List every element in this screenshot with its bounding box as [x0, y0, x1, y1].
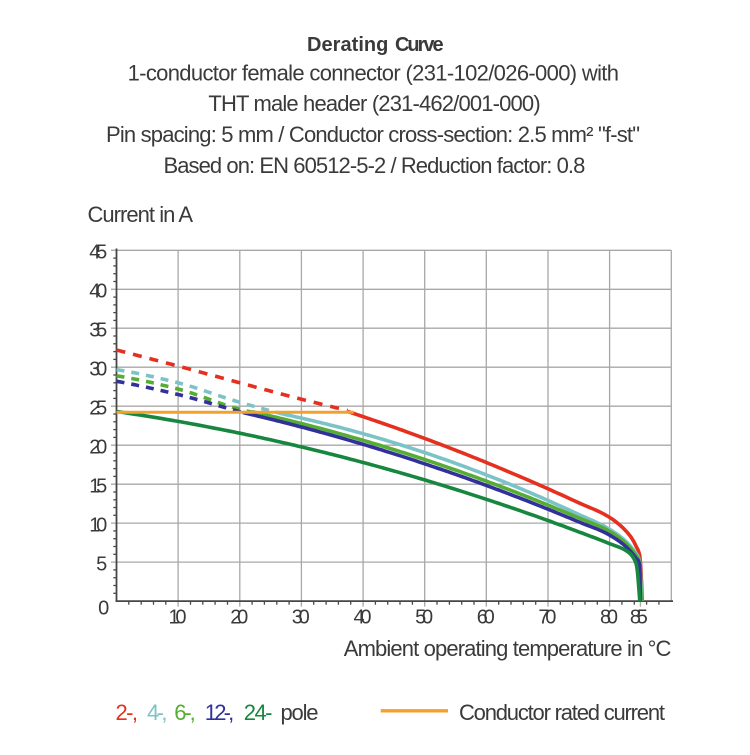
svg-text:85: 85	[630, 607, 649, 629]
svg-text:Conductor rated current: Conductor rated current	[459, 700, 665, 725]
svg-text:6-,: 6-,	[174, 700, 196, 725]
svg-text:45: 45	[89, 242, 108, 264]
svg-text:30: 30	[89, 358, 108, 380]
svg-text:Curve: Curve	[395, 34, 444, 56]
svg-text:50: 50	[415, 607, 434, 629]
svg-text:Based on: EN 60512-5-2 / Reduc: Based on: EN 60512-5-2 / Reduction facto…	[163, 153, 585, 178]
svg-text:70: 70	[538, 607, 557, 629]
svg-text:2-,: 2-,	[116, 700, 139, 725]
svg-text:pole: pole	[281, 700, 319, 725]
svg-text:25: 25	[89, 397, 108, 419]
svg-text:35: 35	[89, 319, 108, 341]
svg-text:24-: 24-	[244, 700, 273, 725]
svg-text:20: 20	[89, 436, 108, 458]
svg-text:40: 40	[89, 281, 108, 303]
svg-text:Derating: Derating	[307, 34, 388, 56]
svg-text:20: 20	[230, 607, 249, 629]
svg-text:12-,: 12-,	[205, 700, 234, 725]
svg-text:THT male header (231-462/001-0: THT male header (231-462/001-000)	[208, 91, 540, 116]
svg-text:4-,: 4-,	[147, 700, 168, 725]
svg-text:60: 60	[477, 607, 496, 629]
svg-text:5: 5	[96, 553, 108, 575]
svg-text:Pin spacing: 5 mm / Conductor: Pin spacing: 5 mm / Conductor cross-sect…	[106, 122, 640, 147]
svg-text:0: 0	[98, 597, 110, 619]
svg-text:40: 40	[354, 607, 373, 629]
svg-text:30: 30	[292, 607, 311, 629]
svg-text:1-conductor female connector (: 1-conductor female connector (231-102/02…	[128, 61, 619, 86]
svg-text:10: 10	[169, 607, 188, 629]
svg-text:10: 10	[89, 514, 108, 536]
svg-text:80: 80	[600, 607, 619, 629]
svg-text:15: 15	[89, 475, 108, 497]
svg-text:Ambient operating temperature: Ambient operating temperature in °C	[344, 636, 672, 661]
svg-text:Current in A: Current in A	[88, 202, 194, 227]
